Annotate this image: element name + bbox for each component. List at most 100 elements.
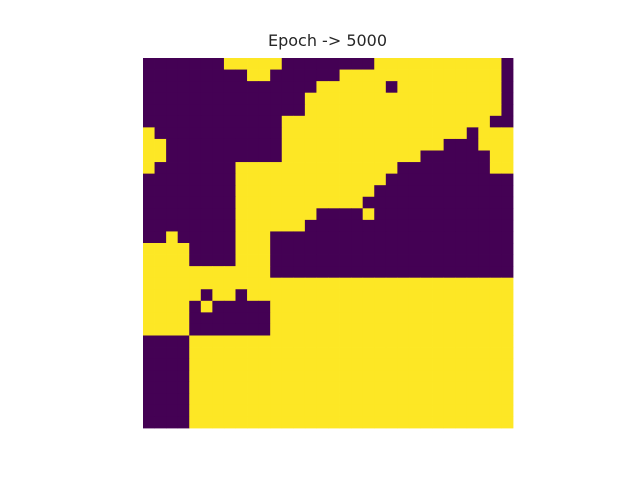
heatmap-cell [489,138,502,151]
heatmap-cell [339,173,352,186]
heatmap-cell [166,173,179,186]
heatmap-cell [339,104,352,117]
heatmap-cell [501,185,514,198]
heatmap-cell [420,58,433,70]
heatmap-cell [443,58,456,70]
heatmap-cell [339,323,352,336]
heatmap-cell [328,138,340,151]
heatmap-cell [478,404,491,417]
heatmap-cell [166,393,179,406]
heatmap-cell [212,358,225,371]
heatmap-cell [247,92,260,105]
heatmap-cell [478,185,491,198]
heatmap-cell [501,162,514,175]
heatmap-cell [293,127,306,140]
heatmap-cell [212,115,225,128]
heatmap-cell [293,104,306,117]
heatmap-cell [432,173,445,186]
heatmap-cell [385,266,398,279]
heatmap-cell [385,323,398,336]
heatmap-cell [420,370,433,383]
heatmap-cell [281,243,294,255]
heatmap-cell [408,219,421,232]
heatmap-cell [281,266,294,279]
heatmap-cell [362,381,375,394]
heatmap-cell [339,358,352,371]
heatmap-cell [293,219,306,232]
heatmap-cell [397,150,410,163]
heatmap-cell [443,196,456,209]
heatmap-cell [362,358,375,371]
heatmap-cell [281,300,294,313]
heatmap-cell [339,347,352,360]
heatmap-cell [385,243,398,255]
heatmap-cell [420,358,433,371]
heatmap-cell [247,358,260,371]
heatmap-cell [304,162,317,175]
heatmap-cell [304,138,317,151]
heatmap-cell [247,138,260,151]
heatmap-cell [385,312,398,325]
heatmap-cell [247,381,260,394]
heatmap-cell [235,335,248,348]
heatmap-cell [328,69,340,82]
heatmap-cell [489,404,502,417]
heatmap-cell [247,150,260,163]
heatmap-cell [154,358,167,371]
heatmap-cell [143,312,155,325]
heatmap-cell [223,254,236,267]
heatmap-cell [154,289,167,302]
heatmap-cell [362,196,375,209]
heatmap-cell [143,127,155,140]
heatmap-cell [200,312,213,325]
heatmap-cell [212,231,225,244]
heatmap-cell [466,370,479,383]
heatmap-cell [270,115,283,128]
heatmap-cell [166,312,179,325]
heatmap-cell [385,277,398,290]
heatmap-cell [154,277,167,290]
heatmap-cell [455,254,468,267]
heatmap-cell [478,219,491,232]
heatmap-cell [304,127,317,140]
heatmap-cell [374,243,387,255]
heatmap-cell [293,381,306,394]
heatmap-cell [293,358,306,371]
heatmap-cell [339,289,352,302]
heatmap-cell [420,196,433,209]
heatmap-cell [351,58,364,70]
heatmap-cell [304,323,317,336]
heatmap-cell [408,358,421,371]
heatmap-cell [177,312,190,325]
heatmap-cell [397,381,410,394]
heatmap-cell [316,115,329,128]
heatmap-cell [200,404,213,417]
heatmap-cell [212,243,225,255]
heatmap-cell [443,219,456,232]
heatmap-cell [281,104,294,117]
heatmap-cell [281,185,294,198]
heatmap-cell [397,266,410,279]
heatmap-cell [501,266,514,279]
heatmap-cell [328,416,340,429]
heatmap-cell [478,335,491,348]
heatmap-cell [258,231,271,244]
heatmap-cell [420,277,433,290]
heatmap-cell [316,243,329,255]
heatmap-cell [304,312,317,325]
heatmap-cell [200,277,213,290]
heatmap-cell [177,231,190,244]
heatmap-cell [212,208,225,221]
heatmap-cell [362,185,375,198]
heatmap-cell [293,416,306,429]
heatmap-cell [408,404,421,417]
heatmap-cell [385,104,398,117]
heatmap-cell [328,381,340,394]
heatmap-cell [154,127,167,140]
heatmap-cell [270,335,283,348]
heatmap-cell [270,69,283,82]
heatmap-cell [455,393,468,406]
heatmap-cell [432,358,445,371]
heatmap-cell [281,347,294,360]
